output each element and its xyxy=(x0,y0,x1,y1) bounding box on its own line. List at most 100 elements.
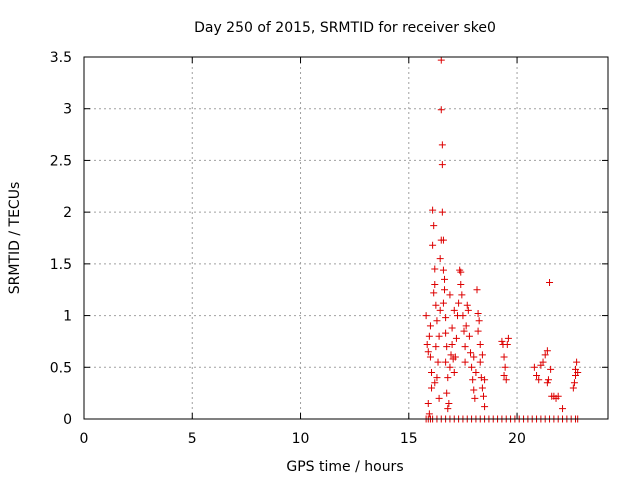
data-point-marker xyxy=(441,286,449,294)
data-point-marker xyxy=(438,208,446,216)
data-point-marker xyxy=(457,281,465,289)
data-point-marker xyxy=(498,337,506,345)
data-points xyxy=(422,56,582,423)
data-point-marker xyxy=(435,332,443,340)
data-point-marker xyxy=(457,268,465,276)
data-point-marker xyxy=(455,299,463,307)
y-tick-label: 2 xyxy=(63,205,72,221)
y-axis-ticks: 0 0.5 1 1.5 2 2.5 3 3.5 xyxy=(50,50,608,428)
data-point-marker xyxy=(433,374,441,382)
data-point-marker xyxy=(439,236,447,244)
data-point-marker xyxy=(476,341,484,349)
data-point-marker xyxy=(539,358,547,366)
data-point-marker xyxy=(503,341,511,349)
data-point-marker xyxy=(436,306,444,314)
data-point-marker xyxy=(501,363,509,371)
data-point-marker xyxy=(502,376,510,384)
data-point-marker xyxy=(473,286,481,294)
x-axis-label: GPS time / hours xyxy=(286,459,403,475)
data-point-marker xyxy=(448,324,456,332)
data-point-marker xyxy=(424,348,432,356)
data-point-marker xyxy=(547,365,555,373)
data-point-marker xyxy=(459,312,467,320)
data-point-marker xyxy=(554,392,562,400)
x-axis-ticks: 0 5 10 15 20 xyxy=(80,57,526,447)
y-axis-label: SRMTID / TECUs xyxy=(7,182,23,295)
grid-lines xyxy=(84,57,608,419)
data-point-marker xyxy=(435,394,443,402)
data-point-marker xyxy=(543,379,551,387)
data-point-marker xyxy=(438,161,446,169)
data-point-marker xyxy=(504,334,512,342)
data-point-marker xyxy=(442,314,450,322)
x-tick-label: 15 xyxy=(400,431,418,447)
y-tick-label: 2.5 xyxy=(50,153,72,169)
data-point-marker xyxy=(445,399,453,407)
data-point-marker xyxy=(460,327,468,335)
data-point-marker xyxy=(546,278,554,286)
data-point-marker xyxy=(426,322,434,330)
data-point-marker xyxy=(437,106,445,114)
data-point-marker xyxy=(465,332,473,340)
data-point-marker xyxy=(468,363,476,371)
data-point-marker xyxy=(447,351,455,359)
data-point-marker xyxy=(452,334,460,342)
data-point-marker xyxy=(429,241,437,249)
data-point-marker xyxy=(451,353,459,361)
data-point-marker xyxy=(474,310,482,318)
data-point-marker xyxy=(425,410,433,418)
data-point-marker xyxy=(464,306,472,314)
y-tick-label: 3 xyxy=(63,102,72,118)
data-point-marker xyxy=(443,343,451,351)
data-point-marker xyxy=(541,351,549,359)
data-point-marker xyxy=(430,289,438,297)
data-point-marker xyxy=(569,384,577,392)
plot-area-border xyxy=(83,56,609,420)
y-tick-label: 1.5 xyxy=(50,257,72,273)
data-point-marker xyxy=(450,306,458,314)
x-tick-label: 5 xyxy=(188,431,197,447)
data-point-marker xyxy=(434,358,442,366)
chart-title: Day 250 of 2015, SRMTID for receiver ske… xyxy=(194,20,496,36)
x-tick-label: 0 xyxy=(80,431,89,447)
data-point-marker xyxy=(444,374,452,382)
data-point-marker xyxy=(432,301,440,309)
data-point-marker xyxy=(431,265,439,273)
y-tick-label: 0.5 xyxy=(50,360,72,376)
data-point-marker xyxy=(481,403,489,411)
x-tick-label: 20 xyxy=(508,431,526,447)
data-point-marker xyxy=(543,347,551,355)
data-point-marker xyxy=(535,376,543,384)
data-point-marker xyxy=(533,372,541,380)
y-tick-label: 0 xyxy=(63,412,72,428)
x-tick-label: 10 xyxy=(292,431,310,447)
data-point-marker xyxy=(429,206,437,214)
data-point-marker xyxy=(439,266,447,274)
data-point-marker xyxy=(432,343,440,351)
data-point-marker xyxy=(443,389,451,397)
data-point-marker xyxy=(448,341,456,349)
data-point-marker xyxy=(436,255,444,263)
data-point-marker xyxy=(462,322,470,330)
data-point-marker xyxy=(424,399,432,407)
y-tick-label: 1 xyxy=(63,309,72,325)
data-point-marker xyxy=(478,384,486,392)
data-point-marker xyxy=(573,358,581,366)
data-point-marker xyxy=(481,376,489,384)
data-point-marker xyxy=(444,405,452,413)
data-point-marker xyxy=(470,386,478,394)
data-point-marker xyxy=(428,368,436,376)
data-point-marker xyxy=(479,392,487,400)
data-point-marker xyxy=(461,343,469,351)
data-point-marker xyxy=(426,353,434,361)
data-point-marker xyxy=(431,281,439,289)
data-point-marker xyxy=(423,341,431,349)
data-point-marker xyxy=(469,376,477,384)
data-point-marker xyxy=(446,291,454,299)
data-point-marker xyxy=(430,222,438,230)
data-point-marker xyxy=(442,358,450,366)
data-point-marker xyxy=(476,358,484,366)
data-point-marker xyxy=(559,405,567,413)
data-point-marker xyxy=(544,376,552,384)
